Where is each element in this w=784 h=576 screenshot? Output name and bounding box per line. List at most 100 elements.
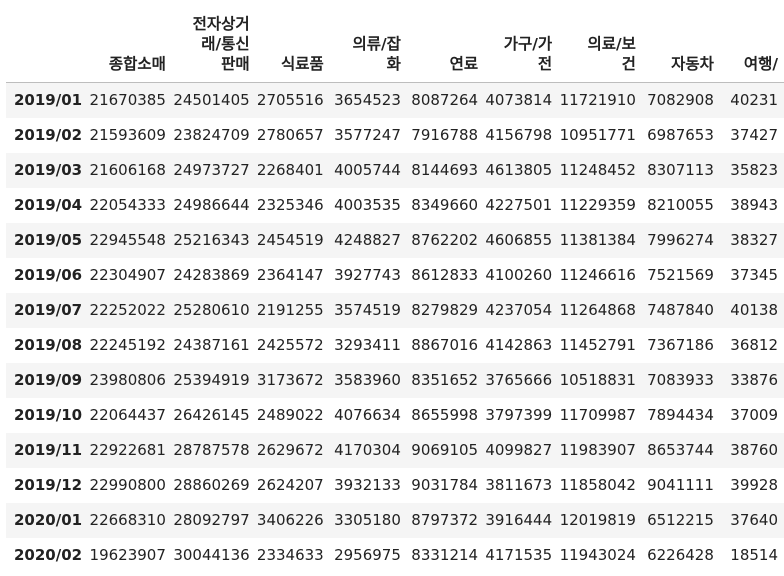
- table-cell: 7916788: [411, 126, 479, 144]
- table-cell: 2624207: [256, 476, 324, 494]
- table-cell: 40231: [730, 91, 778, 109]
- column-header-line: 가구/가: [503, 35, 553, 53]
- column-header-line: 의료/보: [587, 35, 636, 53]
- table-cell: 3927743: [334, 266, 401, 284]
- table-cell: 28860269: [173, 476, 250, 494]
- table-row: 2019/05 22945548 25216343 2454519 4248827 876…: [6, 223, 784, 258]
- table-cell: 37345: [730, 266, 778, 284]
- table-cell: 11381384: [559, 231, 636, 249]
- column-header[interactable]: 의류/잡 화: [329, 6, 407, 83]
- table-cell: 7487840: [647, 301, 714, 319]
- table-cell: 7521569: [647, 266, 714, 284]
- table-cell: 8307113: [647, 161, 714, 179]
- table-cell: 11983907: [559, 441, 636, 459]
- row-index: 2019/05: [14, 231, 83, 249]
- table-row: 2019/09 23980806 25394919 3173672 3583960 835…: [6, 363, 784, 398]
- table-cell: 22922681: [89, 441, 166, 459]
- column-header[interactable]: 여행/: [719, 6, 784, 83]
- table-row: 2020/01 22668310 28092797 3406226 3305180 879…: [6, 503, 784, 538]
- table-cell: 39928: [730, 476, 778, 494]
- table-cell: 3654523: [334, 91, 401, 109]
- column-header[interactable]: 연료: [406, 6, 485, 83]
- row-index: 2019/10: [14, 406, 83, 424]
- column-header[interactable]: 전자상거 래/통신 판매: [171, 6, 256, 83]
- table-cell: 11721910: [559, 91, 636, 109]
- table-cell: 2629672: [256, 441, 324, 459]
- table-cell: 24986644: [173, 196, 250, 214]
- table-cell: 19623907: [89, 546, 166, 564]
- row-index: 2019/07: [14, 301, 83, 319]
- table-cell: 11264868: [559, 301, 636, 319]
- column-header[interactable]: 자동차: [641, 6, 720, 83]
- table-cell: 24501405: [173, 91, 250, 109]
- table-cell: 4170304: [334, 441, 401, 459]
- table-cell: 11452791: [559, 336, 636, 354]
- table-cell: 30044136: [173, 546, 250, 564]
- table-body: 2019/01 21670385 24501405 2705516 3654523 808…: [6, 82, 784, 573]
- column-header[interactable]: 식료품: [255, 6, 330, 83]
- table-cell: 4142863: [485, 336, 553, 354]
- table-cell: 8351652: [411, 371, 479, 389]
- table-cell: 4237054: [485, 301, 553, 319]
- table-cell: 38327: [730, 231, 778, 249]
- column-header-line: 전: [537, 55, 553, 73]
- table-cell: 3932133: [334, 476, 401, 494]
- table-header: 종합소매 전자상거 래/통신 판매 식료품 의류/잡 화 연료 가구/가 전 의료/보 건 자동차 여행/: [6, 6, 784, 83]
- table-cell: 3406226: [256, 511, 324, 529]
- column-header-line: 의류/잡: [352, 35, 401, 53]
- table-cell: 8797372: [411, 511, 479, 529]
- column-header[interactable]: 의료/보 건: [558, 6, 642, 83]
- table-cell: 21670385: [89, 91, 166, 109]
- table-cell: 3583960: [334, 371, 401, 389]
- table-cell: 25394919: [173, 371, 250, 389]
- table-cell: 33876: [730, 371, 778, 389]
- row-index: 2019/06: [14, 266, 83, 284]
- table-cell: 38760: [730, 441, 778, 459]
- column-header[interactable]: 종합소매: [88, 6, 172, 83]
- table-cell: 22245192: [89, 336, 166, 354]
- index-header: [6, 6, 89, 83]
- table-cell: 4171535: [485, 546, 553, 564]
- row-index: 2020/02: [14, 546, 83, 564]
- table-cell: 4003535: [334, 196, 401, 214]
- table-cell: 4100260: [485, 266, 553, 284]
- table-cell: 3577247: [334, 126, 401, 144]
- table-cell: 26426145: [173, 406, 250, 424]
- table-cell: 9041111: [647, 476, 714, 494]
- table-cell: 8279829: [411, 301, 479, 319]
- table-cell: 8087264: [411, 91, 479, 109]
- column-header-line: 래/통신: [201, 35, 250, 53]
- column-header-line: 식료품: [280, 55, 324, 73]
- table-cell: 24387161: [173, 336, 250, 354]
- table-cell: 8144693: [411, 161, 479, 179]
- table-cell: 24283869: [173, 266, 250, 284]
- table-cell: 7083933: [647, 371, 714, 389]
- table-cell: 4076634: [334, 406, 401, 424]
- column-header-line: 전자상거: [192, 15, 250, 33]
- table-cell: 7367186: [647, 336, 714, 354]
- table-cell: 11248452: [559, 161, 636, 179]
- table-cell: 4606855: [485, 231, 553, 249]
- table-cell: 2454519: [256, 231, 324, 249]
- row-index: 2020/01: [14, 511, 83, 529]
- table-row: 2019/10 22064437 26426145 2489022 4076634 865…: [6, 398, 784, 433]
- table-cell: 35823: [730, 161, 778, 179]
- table-row: 2019/01 21670385 24501405 2705516 3654523 808…: [6, 82, 784, 118]
- row-index: 2019/08: [14, 336, 83, 354]
- table-cell: 37640: [730, 511, 778, 529]
- table-cell: 2334633: [256, 546, 324, 564]
- table-cell: 22668310: [89, 511, 166, 529]
- row-index: 2019/09: [14, 371, 83, 389]
- column-header-label: 전자상거 래/통신 판매: [193, 14, 250, 74]
- table-cell: 3574519: [334, 301, 401, 319]
- column-header-line: 종합소매: [108, 55, 166, 73]
- table-cell: 6512215: [647, 511, 714, 529]
- table-cell: 2191255: [256, 301, 324, 319]
- column-header-label: 여행/: [744, 54, 778, 74]
- table-cell: 7082908: [647, 91, 714, 109]
- table-cell: 25216343: [173, 231, 250, 249]
- row-index: 2019/04: [14, 196, 83, 214]
- row-index: 2019/12: [14, 476, 83, 494]
